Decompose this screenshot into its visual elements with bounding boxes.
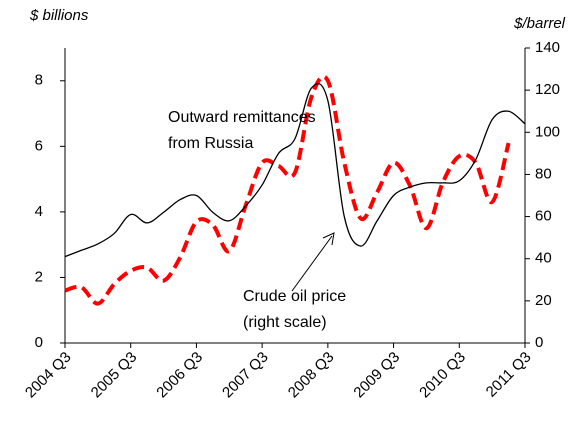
y2-tick-label: 40 (535, 250, 552, 267)
x-tick-label: 2006 Q3 (153, 349, 206, 402)
x-tick-label: 2009 Q3 (350, 349, 403, 402)
x-tick-label: 2004 Q3 (22, 349, 75, 402)
annotation-arrow (291, 235, 333, 292)
y2-tick-label: 20 (535, 292, 552, 309)
x-tick-label: 2007 Q3 (219, 349, 272, 402)
y-tick-label: 8 (35, 72, 43, 89)
y2-tick-label: 140 (535, 39, 560, 56)
x-tick-label: 2011 Q3 (483, 349, 535, 401)
annotation: Crude oil price (243, 288, 346, 305)
annotation: (right scale) (243, 314, 327, 331)
annotation: from Russia (168, 135, 253, 152)
x-tick-label: 2010 Q3 (416, 349, 469, 402)
y-tick-label: 2 (35, 268, 43, 285)
x-tick-label: 2005 Q3 (88, 349, 141, 402)
y2-tick-label: 80 (535, 165, 552, 182)
y2-axis-title: $/barrel (513, 15, 566, 32)
annotation-arrowhead (322, 232, 335, 246)
y-tick-label: 6 (35, 137, 43, 154)
series-line (64, 82, 526, 258)
y-tick-label: 0 (35, 334, 43, 351)
y2-tick-label: 100 (535, 123, 560, 140)
y-tick-label: 4 (35, 203, 43, 220)
x-tick-label: 2008 Q3 (285, 349, 338, 402)
y2-tick-label: 60 (535, 208, 552, 225)
series-line (64, 74, 511, 306)
annotation: Outward remittances (168, 109, 316, 126)
y2-tick-label: 0 (535, 334, 543, 351)
y2-tick-label: 120 (535, 81, 560, 98)
y-axis-title: $ billions (29, 7, 89, 24)
